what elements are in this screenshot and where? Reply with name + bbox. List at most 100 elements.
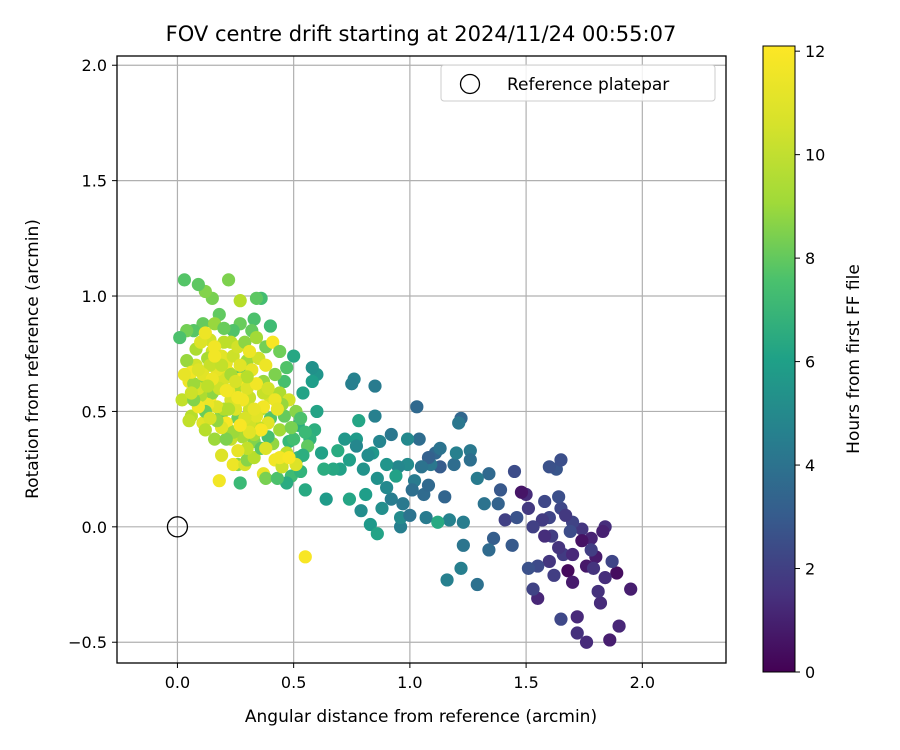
colorbar-tick-label: 0 bbox=[805, 663, 815, 682]
scatter-point bbox=[368, 409, 382, 423]
scatter-point bbox=[575, 522, 589, 536]
scatter-point bbox=[384, 492, 398, 506]
colorbar-label: Hours from first FF file bbox=[844, 264, 864, 454]
y-tick-label: −0.5 bbox=[68, 633, 107, 652]
y-tick-label: 1.5 bbox=[82, 172, 107, 191]
scatter-point bbox=[384, 427, 398, 442]
scatter-point bbox=[247, 450, 261, 465]
scatter-point bbox=[249, 330, 264, 345]
reference-marker bbox=[166, 516, 189, 538]
scatter-point bbox=[226, 457, 240, 472]
scatter-point bbox=[570, 626, 584, 640]
scatter-point bbox=[349, 439, 364, 453]
colorbar-tick-label: 2 bbox=[805, 560, 815, 579]
plot-frame bbox=[116, 55, 727, 664]
scatter-point bbox=[586, 561, 601, 575]
scatter-point bbox=[591, 584, 605, 599]
scatter-point bbox=[403, 508, 417, 522]
scatter-point bbox=[389, 469, 403, 483]
scatter-point bbox=[284, 420, 298, 435]
scatter-point bbox=[373, 434, 387, 449]
scatter-point bbox=[433, 441, 447, 455]
colorbar-ticks: 0 2 4 6 8 10 12 bbox=[795, 42, 825, 682]
scatter-point bbox=[470, 471, 484, 485]
scatter-point bbox=[454, 561, 468, 575]
scatter-point bbox=[380, 480, 394, 495]
scatter-point bbox=[287, 432, 301, 446]
scatter-points bbox=[173, 273, 638, 649]
colorbar-tick-label: 6 bbox=[805, 353, 815, 372]
y-tick-label: 1.0 bbox=[82, 287, 107, 306]
scatter-point bbox=[273, 344, 287, 359]
scatter-point bbox=[561, 564, 575, 578]
scatter-point bbox=[431, 515, 445, 529]
scatter-point bbox=[456, 515, 470, 529]
scatter-point bbox=[563, 524, 577, 539]
scatter-point bbox=[375, 501, 389, 515]
scatter-point bbox=[538, 529, 552, 543]
scatter-point bbox=[233, 358, 247, 372]
scatter-point bbox=[342, 492, 357, 506]
scatter-point bbox=[370, 527, 384, 541]
scatter-point bbox=[521, 561, 536, 575]
scatter-point bbox=[331, 444, 345, 458]
scatter-point bbox=[342, 453, 357, 467]
scatter-point bbox=[356, 462, 370, 476]
scatter-point bbox=[438, 490, 452, 504]
scatter-point bbox=[233, 418, 247, 432]
scatter-point bbox=[296, 386, 310, 400]
scatter-point bbox=[268, 367, 282, 382]
scatter-point bbox=[305, 374, 319, 389]
scatter-point bbox=[198, 326, 212, 340]
scatter-point bbox=[486, 531, 501, 545]
x-tick-label: 0.0 bbox=[165, 673, 190, 692]
scatter-point bbox=[240, 370, 254, 384]
scatter-point bbox=[228, 374, 243, 389]
scatter-point bbox=[219, 432, 233, 446]
colorbar-tick-label: 8 bbox=[805, 249, 815, 268]
scatter-point bbox=[175, 393, 189, 407]
scatter-point bbox=[470, 577, 484, 592]
scatter-point bbox=[624, 582, 638, 596]
scatter-point bbox=[191, 277, 205, 292]
scatter-point bbox=[598, 571, 612, 585]
scatter-point bbox=[482, 543, 496, 557]
scatter-point bbox=[359, 487, 373, 502]
scatter-point bbox=[442, 513, 456, 527]
scatter-point bbox=[505, 538, 519, 552]
scatter-point bbox=[233, 476, 247, 490]
scatter-point bbox=[405, 483, 419, 497]
colorbar-tick-label: 10 bbox=[805, 146, 825, 165]
scatter-point bbox=[510, 510, 524, 525]
colorbar-gradient bbox=[762, 45, 796, 673]
scatter-point bbox=[273, 423, 287, 437]
scatter-point bbox=[191, 363, 205, 377]
scatter-point bbox=[352, 414, 366, 428]
scatter-point bbox=[249, 291, 264, 305]
reference-platepar-point bbox=[166, 516, 189, 538]
legend-marker-icon bbox=[459, 73, 481, 95]
x-tick-label: 0.5 bbox=[281, 673, 306, 692]
scatter-point bbox=[203, 411, 217, 425]
scatter-point bbox=[314, 446, 329, 460]
scatter-point bbox=[538, 494, 552, 509]
scatter-point bbox=[277, 374, 291, 389]
scatter-point bbox=[493, 483, 508, 497]
scatter-point bbox=[259, 441, 273, 455]
scatter-point bbox=[579, 635, 594, 649]
y-axis-label: Rotation from reference (arcmin) bbox=[23, 219, 43, 499]
scatter-point bbox=[463, 453, 477, 467]
colorbar-tick-label: 4 bbox=[805, 456, 815, 475]
scatter-point bbox=[219, 384, 233, 398]
scatter-point bbox=[380, 457, 394, 472]
scatter-point bbox=[208, 349, 222, 363]
scatter-point bbox=[526, 582, 540, 596]
scatter-point bbox=[547, 568, 561, 582]
x-axis-label: Angular distance from reference (arcmin) bbox=[245, 707, 597, 727]
axis-ticks: 0.0 0.5 1.0 1.5 2.0 −0.5 0.0 0.5 1.0 1.5 2.0 bbox=[68, 56, 655, 692]
scatter-point bbox=[254, 423, 268, 437]
scatter-point bbox=[400, 432, 415, 446]
scatter-point bbox=[449, 446, 463, 460]
scatter-point bbox=[552, 541, 566, 555]
scatter-point bbox=[242, 425, 257, 439]
